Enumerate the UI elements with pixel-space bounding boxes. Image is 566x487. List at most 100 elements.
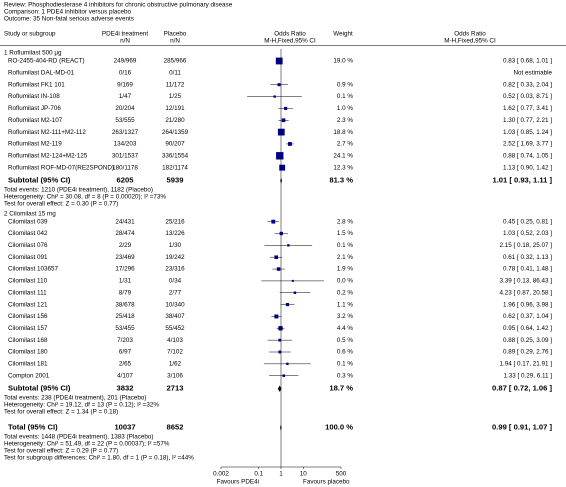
weight: 24.1 % [333, 152, 353, 159]
odds-ratio: 4.23 [ 0.87, 20.58 ] [499, 289, 552, 296]
group-title: 2 Cilomilast 15 mg [4, 210, 56, 217]
effect-square [276, 152, 284, 160]
treatment-count: 4/107 [117, 372, 133, 379]
placebo-count: 21/280 [165, 117, 185, 124]
study-name: Cilomilast 111 [8, 289, 47, 296]
treatment-count: 17/296 [115, 266, 135, 273]
treatment-count: 53/555 [115, 117, 135, 124]
odds-ratio: 1.13 [ 0.90, 1.42 ] [503, 164, 552, 171]
odds-ratio: 0.82 [ 0.33, 2.04 ] [503, 81, 552, 88]
study-name: Roflumilast DAL-MD-01 [8, 70, 75, 77]
study-name: Roflumilast FK1 101 [8, 81, 65, 88]
x-tick-label: 0.1 [254, 471, 263, 478]
treatment-count: 263/1327 [112, 129, 139, 136]
col-header: Odds Ratio [454, 31, 486, 38]
treatment-count: 7/203 [117, 337, 133, 344]
col-header: n/N [170, 38, 180, 45]
effect-square [273, 95, 276, 98]
odds-ratio: 0.88 [ 0.25, 3.09 ] [503, 337, 552, 344]
odds-ratio: 1.94 [ 0.17, 21.91 ] [499, 361, 552, 368]
odds-ratio: 1.33 [ 0.29, 6.11 ] [503, 372, 552, 379]
effect-square [279, 164, 286, 171]
study-name: Cilomilast 168 [8, 337, 48, 344]
weight: 0.1 % [337, 361, 354, 368]
odds-ratio: 0.78 [ 0.41, 1.48 ] [503, 266, 552, 273]
placebo-count: 55/452 [165, 325, 185, 332]
note: Test for subgroup differences: Chi² = 1.… [4, 454, 194, 461]
odds-ratio: 0.99 [ 0.91, 1.07 ] [492, 423, 552, 432]
note: Heterogeneity: Chi² = 30.08, df = 8 (P =… [4, 193, 166, 200]
weight: 0.0 % [337, 278, 354, 285]
outcome: Outcome: 35 Non-fatal serious adverse ev… [4, 16, 134, 23]
col-header: Placebo [164, 31, 187, 38]
group-title: 1 Roflumilast 500 μg [4, 50, 62, 57]
weight: 0.6 % [337, 349, 354, 356]
odds-ratio: 0.62 [ 0.37, 1.04 ] [503, 313, 552, 320]
study-name: Cilomilast 181 [8, 361, 48, 368]
treatment-count: 6/97 [119, 349, 132, 356]
study-name: Roflumilast ROF-MD-07(RE2SPOND) [8, 164, 114, 171]
treatment-count: 301/1537 [112, 152, 139, 159]
study-name: Roflumilast M2-111+M2-112 [8, 129, 86, 136]
placebo-count: 4/103 [167, 337, 183, 344]
placebo-count: 13/226 [165, 230, 185, 237]
treatment-count: 249/969 [114, 58, 137, 65]
x-tick-label: 10 [300, 471, 308, 478]
effect-square [275, 57, 283, 65]
effect-square [286, 362, 289, 366]
weight: 2.1 % [337, 254, 354, 261]
treatment-count: 3832 [117, 384, 134, 393]
col-header: Study or subgroup [4, 31, 56, 38]
study-name: Cilomilast 103657 [8, 266, 59, 273]
weight: 2.8 % [337, 218, 354, 225]
placebo-count: 38/407 [165, 313, 185, 320]
col-header: M-H,Fixed,95% CI [264, 38, 316, 45]
placebo-count: 5939 [167, 176, 184, 185]
x-tick-label: 0.002 [213, 471, 229, 478]
col-header: Odds Ratio [274, 31, 306, 38]
study-name: Roflumilast IN-108 [8, 93, 60, 100]
weight: 0.3 % [337, 372, 354, 379]
study-name: Cilomilast 042 [8, 230, 48, 237]
weight: 0.1 % [337, 93, 354, 100]
weight: 18.7 % [329, 384, 353, 393]
effect-square [281, 118, 286, 123]
odds-ratio: 0.83 [ 0.68, 1.01 ] [503, 58, 552, 65]
comparison: Comparison: 1 PDE4 inhibitor versus plac… [4, 9, 132, 16]
weight: 19.0 % [333, 58, 353, 65]
weight: 0.9 % [337, 81, 354, 88]
treatment-count: 53/455 [115, 325, 135, 332]
weight: 0.2 % [337, 289, 354, 296]
note: Test for overall effect: Z = 0.29 (P = 0… [4, 447, 118, 454]
placebo-count: 25/216 [165, 218, 185, 225]
odds-ratio: 0.45 [ 0.25, 0.81 ] [503, 218, 552, 225]
odds-ratio: 0.87 [ 0.72, 1.06 ] [492, 384, 552, 393]
effect-square [285, 303, 290, 307]
placebo-count: 0/34 [169, 278, 182, 285]
treatment-count: 2/29 [119, 242, 132, 249]
effect-square [274, 314, 279, 319]
placebo-count: 7/102 [167, 349, 183, 356]
odds-ratio: 2.52 [ 1.69, 3.77 ] [503, 141, 552, 148]
weight: 0.5 % [337, 337, 354, 344]
weight: 18.8 % [333, 129, 353, 136]
study-name: Cilomilast 039 [8, 218, 48, 225]
effect-square [282, 374, 286, 378]
weight: 2.3 % [337, 117, 354, 124]
placebo-count: 285/966 [164, 58, 187, 65]
odds-ratio: 0.89 [ 0.29, 2.76 ] [503, 349, 552, 356]
placebo-count: 0/11 [169, 70, 181, 77]
effect-square [277, 83, 281, 87]
effect-square [278, 350, 282, 354]
weight: 12.3 % [333, 164, 353, 171]
effect-square [276, 267, 281, 271]
study-name: Roflumilast M2-124+M2-125 [8, 152, 88, 159]
effect-square [287, 244, 290, 247]
note: Heterogeneity: Chi² = 19.12, df = 13 (P … [4, 401, 159, 408]
treatment-count: 28/474 [115, 230, 135, 237]
odds-ratio: 0.95 [ 0.64, 1.42 ] [503, 325, 552, 332]
placebo-count: 90/207 [165, 141, 185, 148]
col-header: PDE4i treatment [102, 31, 148, 38]
effect-square [277, 128, 285, 136]
treatment-count: 6205 [117, 176, 135, 185]
